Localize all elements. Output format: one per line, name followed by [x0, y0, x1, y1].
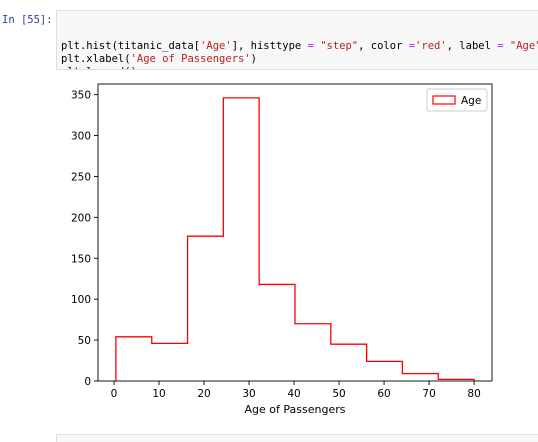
code-token: plt.legend() — [61, 66, 137, 69]
histogram-bin — [116, 337, 152, 381]
histogram-bin — [152, 343, 188, 381]
y-tick-label: 0 — [84, 376, 91, 388]
legend-label: Age — [461, 95, 481, 107]
code-token: 'red' — [415, 40, 447, 52]
x-axis-label: Age of Passengers — [245, 403, 346, 416]
code-token: , color — [358, 40, 409, 52]
histogram-bin — [223, 98, 259, 381]
code-token: 'Age of Passengers' — [130, 53, 251, 65]
y-tick-label: 200 — [71, 212, 91, 224]
y-tick-label: 50 — [78, 335, 91, 347]
code-token: plt.hist(titanic_data[ — [61, 40, 201, 52]
y-tick-label: 100 — [71, 294, 91, 306]
histogram-bin — [331, 344, 367, 381]
x-tick-label: 50 — [332, 388, 345, 400]
y-tick-label: 150 — [71, 253, 91, 265]
code-token: "Age" — [509, 40, 538, 52]
code-token: "step" — [320, 40, 359, 52]
x-tick-label: 10 — [152, 388, 165, 400]
histogram-bin — [367, 361, 403, 381]
code-line: plt.hist(titanic_data['Age'], histtype =… — [61, 40, 538, 53]
y-tick-label: 350 — [71, 90, 91, 102]
x-tick-label: 30 — [242, 388, 255, 400]
code-token: , label — [446, 40, 498, 52]
histogram-chart: 0 10 20 30 40 50 60 70 80 0 50 100 150 200 250 300 350 Ag… — [71, 83, 493, 416]
x-tick-label: 0 — [111, 388, 118, 400]
code-token: plt.xlabel( — [61, 53, 131, 65]
code-cell-input[interactable]: plt.hist(titanic_data['Age'], histtype =… — [56, 10, 538, 70]
histogram-step-line — [115, 97, 475, 381]
code-lines: plt.hist(titanic_data['Age'], histtype =… — [61, 40, 538, 69]
code-token: ) — [250, 53, 257, 65]
code-token: ], histtype — [231, 40, 308, 52]
histogram-bin — [188, 236, 224, 381]
code-token: 'Age' — [200, 40, 232, 52]
code-token: = — [497, 40, 504, 52]
x-tick-label: 80 — [467, 388, 480, 400]
cell-output: 0 10 20 30 40 50 60 70 80 0 50 100 150 200 250 300 350 Ag… — [56, 72, 538, 428]
histogram-bin — [295, 324, 331, 381]
x-tick-label: 20 — [197, 388, 210, 400]
code-token: = — [408, 40, 416, 52]
next-code-cell[interactable] — [56, 434, 538, 442]
plot-frame — [97, 83, 493, 382]
x-tick-label: 60 — [377, 388, 390, 400]
histogram-bin — [402, 374, 438, 381]
y-tick-label: 250 — [71, 171, 91, 183]
code-line: plt.legend() — [61, 66, 538, 69]
code-line: plt.xlabel('Age of Passengers') — [61, 53, 538, 66]
x-tick-label: 70 — [422, 388, 435, 400]
x-tick-label: 40 — [287, 388, 300, 400]
legend-box — [426, 88, 488, 112]
legend-swatch — [432, 95, 456, 105]
cell-prompt: In [55]: — [2, 14, 53, 26]
y-tick-label: 300 — [71, 131, 91, 143]
histogram-bin — [259, 284, 295, 381]
code-token: = — [307, 40, 314, 52]
